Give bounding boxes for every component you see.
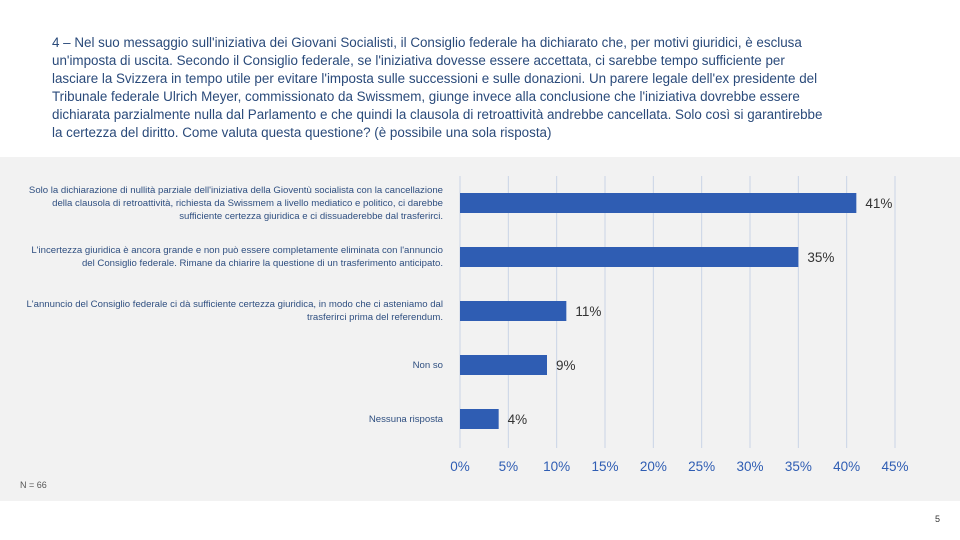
x-tick-label: 5% xyxy=(499,459,519,474)
x-tick-label: 15% xyxy=(591,459,618,474)
question-text: 4 – Nel suo messaggio sull'iniziativa de… xyxy=(52,35,823,140)
category-label: L'annuncio del Consiglio federale ci dà … xyxy=(26,299,443,323)
data-label: 4% xyxy=(508,412,528,427)
bar xyxy=(460,247,799,267)
chart-panel xyxy=(0,157,960,501)
category-label: L'incertezza giuridica è ancora grande e… xyxy=(31,245,443,269)
x-tick-label: 0% xyxy=(450,459,470,474)
sample-size-note: N = 66 xyxy=(20,480,47,490)
x-tick-label: 40% xyxy=(833,459,860,474)
category-label: Non so xyxy=(412,359,443,371)
category-label: Solo la dichiarazione di nullità parzial… xyxy=(28,184,443,222)
bar xyxy=(460,409,499,429)
bar xyxy=(460,193,857,213)
x-tick-label: 35% xyxy=(785,459,812,474)
x-tick-label: 25% xyxy=(688,459,715,474)
x-tick-label: 10% xyxy=(543,459,570,474)
x-tick-label: 30% xyxy=(736,459,763,474)
x-tick-label: 20% xyxy=(640,459,667,474)
x-tick-label: 45% xyxy=(881,459,908,474)
data-label: 9% xyxy=(556,358,576,373)
category-label: Nessuna risposta xyxy=(368,413,443,425)
bar xyxy=(460,301,567,321)
data-label: 35% xyxy=(807,250,834,265)
page-number: 5 xyxy=(934,514,940,524)
bar xyxy=(460,355,547,375)
data-label: 41% xyxy=(865,196,892,211)
data-label: 11% xyxy=(575,304,601,319)
